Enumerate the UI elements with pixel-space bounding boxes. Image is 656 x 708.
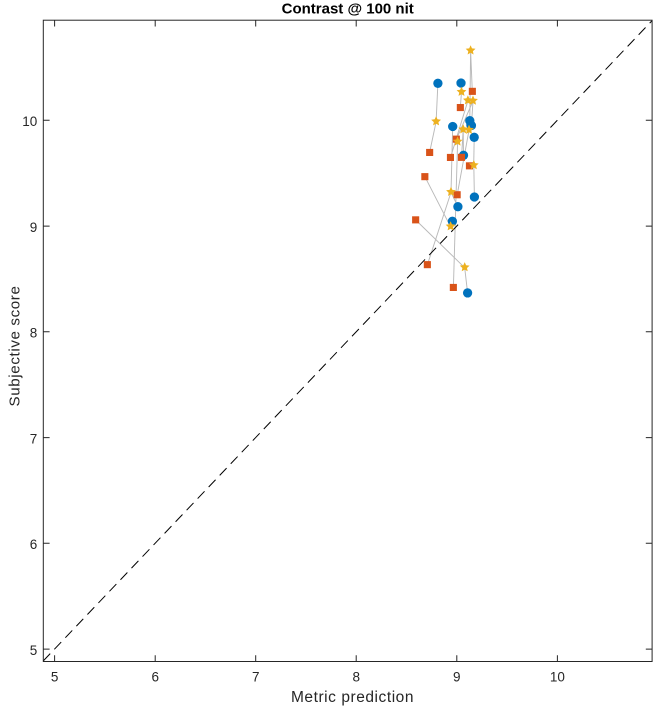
- svg-text:Contrast @ 100 nit: Contrast @ 100 nit: [282, 1, 414, 18]
- svg-text:9: 9: [30, 220, 38, 235]
- svg-text:6: 6: [151, 670, 159, 685]
- svg-text:8: 8: [352, 670, 360, 685]
- svg-text:Subjective score: Subjective score: [7, 285, 24, 406]
- svg-text:5: 5: [51, 670, 59, 685]
- svg-text:10: 10: [550, 670, 565, 685]
- svg-text:5: 5: [30, 643, 38, 658]
- svg-text:7: 7: [252, 670, 260, 685]
- svg-text:10: 10: [22, 114, 37, 129]
- svg-text:8: 8: [30, 326, 38, 341]
- svg-text:7: 7: [30, 431, 38, 446]
- svg-text:9: 9: [453, 670, 461, 685]
- svg-text:6: 6: [30, 537, 38, 552]
- svg-text:Metric prediction: Metric prediction: [291, 689, 414, 706]
